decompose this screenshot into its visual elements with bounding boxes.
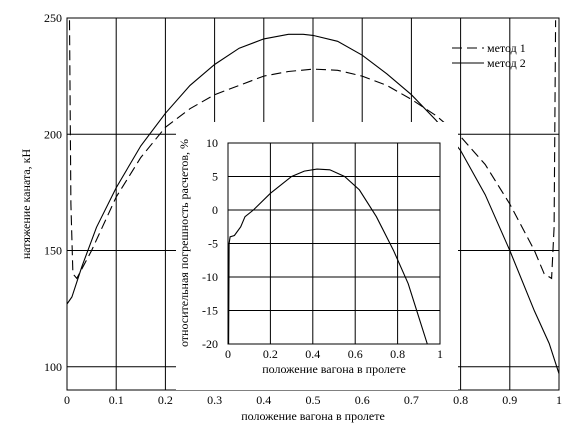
main-y-axis-label: натяжение каната, кН [19,149,33,260]
inset-grid [228,143,440,344]
inset-y-tick-minus-20: -20 [202,337,218,351]
main-y-tick-250: 250 [44,11,62,25]
inset-series-group [228,168,428,345]
main-x-tick-0-5: 0.5 [306,393,321,407]
inset-y-tick-0: 0 [212,203,218,217]
main-x-tick-0-7: 0.7 [404,393,419,407]
main-y-tick-labels: 100 150 200 250 [44,11,62,374]
inset-x-tick-0-8: 0.8 [390,347,405,361]
main-y-tick-100: 100 [44,360,62,374]
inset-y-tick-labels: 10 5 0 -5 -10 -15 -20 [202,136,218,351]
inset-x-axis-label: положение вагона в пролете [262,362,406,376]
main-x-tick-0-9: 0.9 [502,393,517,407]
inset-x-tick-0-6: 0.6 [348,347,363,361]
inset-x-tick-0: 0 [225,347,231,361]
inset-y-tick-5: 5 [212,170,218,184]
inset-y-tick-minus-10: -10 [202,270,218,284]
inset-y-axis-label: относительная погрешность расчетов, % [177,139,191,347]
main-x-tick-0: 0 [64,393,70,407]
inset-y-tick-10: 10 [206,136,218,150]
legend: метод 1 метод 2 [452,41,526,70]
main-x-tick-1: 1 [556,393,562,407]
inset-x-tick-labels: 0 0.2 0.4 0.6 0.8 1 [225,347,443,361]
main-x-tick-0-1: 0.1 [109,393,124,407]
main-x-tick-0-3: 0.3 [207,393,222,407]
legend-label-method-1: метод 1 [487,41,526,55]
inset-y-tick-minus-15: -15 [202,304,218,318]
inset-x-tick-0-4: 0.4 [305,347,320,361]
main-x-tick-0-6: 0.6 [355,393,370,407]
main-y-tick-200: 200 [44,127,62,141]
main-x-tick-labels: 0 0.1 0.2 0.3 0.4 0.5 0.6 0.7 0.8 0.9 1 [64,393,562,407]
inset-series-line-0 [228,168,428,345]
inset-x-tick-0-2: 0.2 [263,347,278,361]
main-x-tick-0-8: 0.8 [453,393,468,407]
main-x-tick-0-2: 0.2 [158,393,173,407]
main-series-line-1 [66,33,560,374]
inset-plot-frame [227,142,441,345]
legend-label-method-2: метод 2 [487,56,526,70]
main-x-axis-label: положение вагона в пролете [241,409,385,423]
main-series-group [66,20,560,374]
inset-background [176,122,458,390]
main-x-tick-0-4: 0.4 [256,393,271,407]
main-y-tick-150: 150 [44,244,62,258]
inset-x-tick-1: 1 [437,347,443,361]
inset-y-tick-minus-5: -5 [208,237,218,251]
